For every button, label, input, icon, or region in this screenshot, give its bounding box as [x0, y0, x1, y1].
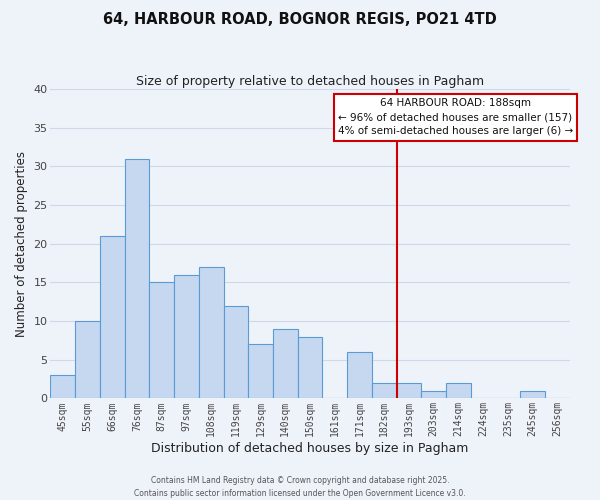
X-axis label: Distribution of detached houses by size in Pagham: Distribution of detached houses by size … — [151, 442, 469, 455]
Bar — [397, 383, 421, 398]
Bar — [50, 375, 75, 398]
Bar — [372, 383, 397, 398]
Bar — [174, 274, 199, 398]
Bar — [520, 390, 545, 398]
Text: 64, HARBOUR ROAD, BOGNOR REGIS, PO21 4TD: 64, HARBOUR ROAD, BOGNOR REGIS, PO21 4TD — [103, 12, 497, 28]
Title: Size of property relative to detached houses in Pagham: Size of property relative to detached ho… — [136, 75, 484, 88]
Text: Contains HM Land Registry data © Crown copyright and database right 2025.
Contai: Contains HM Land Registry data © Crown c… — [134, 476, 466, 498]
Bar — [75, 321, 100, 398]
Bar — [248, 344, 273, 399]
Bar — [347, 352, 372, 399]
Bar — [224, 306, 248, 398]
Text: 64 HARBOUR ROAD: 188sqm
← 96% of detached houses are smaller (157)
4% of semi-de: 64 HARBOUR ROAD: 188sqm ← 96% of detache… — [338, 98, 573, 136]
Y-axis label: Number of detached properties: Number of detached properties — [15, 151, 28, 337]
Bar — [446, 383, 471, 398]
Bar — [125, 158, 149, 398]
Bar — [100, 236, 125, 398]
Bar — [298, 336, 322, 398]
Bar — [149, 282, 174, 399]
Bar — [199, 267, 224, 398]
Bar — [421, 390, 446, 398]
Bar — [273, 329, 298, 398]
